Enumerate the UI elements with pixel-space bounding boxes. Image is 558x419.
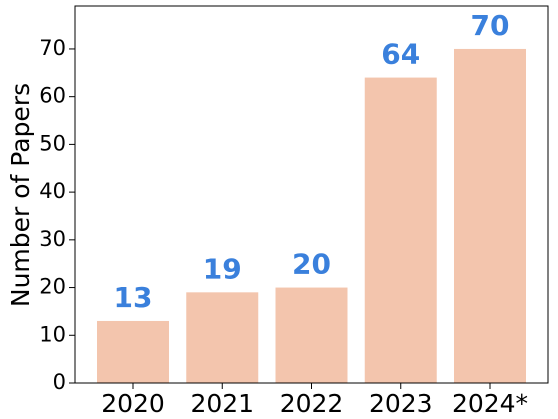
x-tick-label: 2024*	[452, 389, 528, 418]
bar	[97, 320, 169, 383]
y-tick-label: 70	[39, 36, 66, 60]
value-label: 13	[114, 281, 153, 314]
x-tick-label: 2023	[369, 389, 433, 418]
y-tick-label: 30	[39, 227, 66, 251]
bar	[454, 48, 526, 383]
bar	[364, 77, 437, 383]
y-tick-label: 10	[39, 322, 66, 346]
y-tick-label: 20	[39, 275, 66, 299]
x-tick-label: 2020	[101, 389, 165, 418]
value-label: 19	[203, 252, 242, 285]
y-tick-label: 60	[39, 84, 66, 108]
y-axis-label: Number of Papers	[6, 83, 35, 307]
plot-frame	[74, 5, 549, 384]
y-tick-label: 50	[39, 131, 66, 155]
bar	[275, 287, 348, 383]
x-tick-label: 2021	[190, 389, 254, 418]
x-tick-label: 2022	[280, 389, 344, 418]
value-label: 70	[471, 9, 510, 42]
value-label: 64	[381, 38, 420, 71]
bar	[186, 292, 259, 383]
y-tick-label: 0	[53, 370, 66, 394]
y-tick-label: 40	[39, 179, 66, 203]
value-label: 20	[292, 248, 331, 281]
